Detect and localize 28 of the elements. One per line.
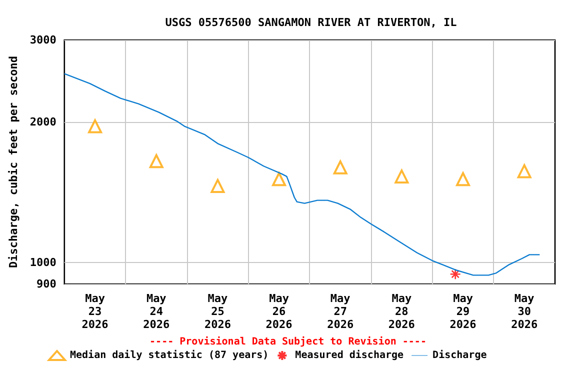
chart-title: USGS 05576500 SANGAMON RIVER AT RIVERTON, IL — [165, 16, 458, 29]
point — [210, 178, 225, 193]
point — [456, 172, 470, 186]
x-tick-label: May 28 2026 — [388, 292, 416, 331]
y-axis-title: Discharge, cubic feet per second — [7, 56, 20, 268]
legend-label: Median daily statistic (87 years) — [70, 349, 269, 361]
point — [517, 164, 532, 178]
legend-label: Measured discharge — [295, 349, 404, 361]
point — [394, 169, 409, 184]
x-tick-label: May 29 2026 — [450, 292, 477, 331]
point — [149, 154, 164, 168]
x-tick-label: May 23 2026 — [82, 292, 109, 331]
x-tick-label: May 27 2026 — [327, 292, 354, 331]
point — [450, 268, 461, 280]
x-tick-label: May 30 2026 — [511, 292, 538, 331]
x-tick-label: May 24 2026 — [143, 292, 170, 331]
y-tick-label: 900 — [36, 278, 56, 290]
x-tick-label: May 25 2026 — [204, 292, 232, 331]
text: ---- Provisional Data Subject to Revision ---- — [150, 336, 426, 348]
point — [88, 119, 102, 134]
point — [333, 160, 348, 174]
legend-label: Discharge — [432, 349, 487, 361]
point — [272, 172, 286, 186]
y-tick-label: 2000 — [30, 116, 56, 129]
line-series — [64, 73, 540, 276]
x-tick-label: May 26 2026 — [266, 292, 293, 331]
y-tick-label: 1000 — [30, 256, 56, 270]
y-tick-label: 3000 — [30, 34, 56, 46]
